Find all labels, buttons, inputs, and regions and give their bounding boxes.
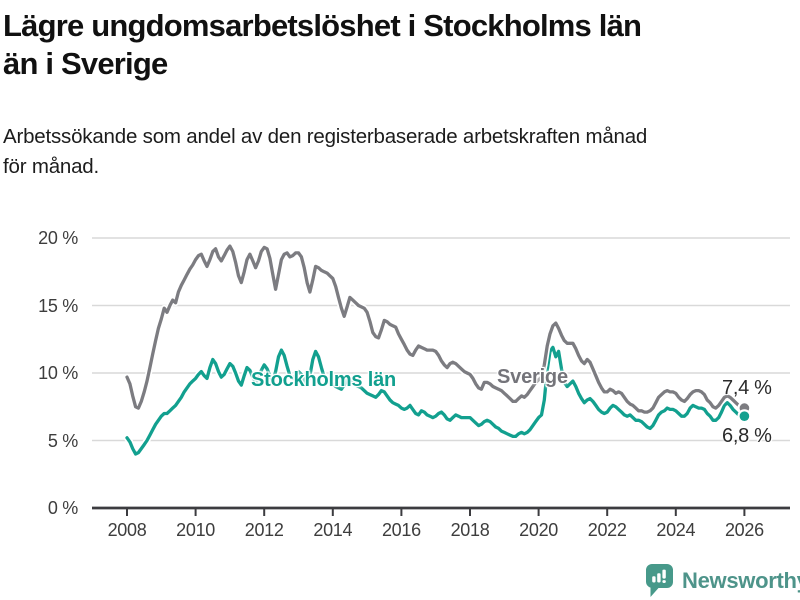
series-label-stockholms-lan: Stockholms län: [251, 369, 397, 391]
y-axis-tick-label: 0 %: [47, 498, 78, 518]
series-line-halo: [123, 344, 748, 458]
x-axis-tick-label: 2012: [244, 520, 284, 540]
y-axis-tick-label: 5 %: [47, 430, 78, 451]
subtitle-line-1: Arbetssökande som andel av den registerb…: [3, 125, 648, 148]
x-axis-tick-label: 2018: [450, 520, 490, 540]
end-value-label-stockholms-lan: 6,8 %: [722, 425, 772, 447]
end-dot-stockholms-lan: [739, 411, 750, 422]
series-line-sverige: [125, 244, 747, 414]
newsworthy-logo: Newsworthy: [646, 564, 800, 598]
x-axis-tick-label: 2020: [519, 520, 559, 540]
x-axis-tick-label: 2010: [176, 520, 216, 540]
title-line-1: Lägre ungdomsarbetslöshet i Stockholms l…: [3, 8, 642, 43]
x-axis-tick-label: 2014: [313, 520, 353, 540]
logo-text: Newsworthy: [682, 568, 800, 593]
y-axis-tick-label: 15 %: [38, 295, 78, 316]
x-axis-tick-label: 2024: [656, 520, 696, 540]
x-axis-tick-label: 2016: [381, 520, 421, 540]
series-line-halo: [123, 242, 748, 416]
chart-subtitle: Arbetssökande som andel av den registerb…: [3, 122, 783, 182]
series-label-sverige: Sverige: [497, 366, 568, 388]
x-axis-tick-label: 2022: [587, 520, 627, 540]
series-line-stockholms-lan: [125, 345, 747, 456]
y-axis-tick-label: 20 %: [38, 228, 78, 248]
bar-chart-speech-bubble-icon: [646, 564, 673, 597]
page-title: Lägre ungdomsarbetslöshet i Stockholms l…: [3, 7, 783, 83]
y-axis-tick-label: 10 %: [38, 363, 78, 383]
title-line-2: än i Sverige: [3, 46, 168, 81]
end-value-label-sverige: 7,4 %: [722, 377, 772, 399]
x-axis-tick-label: 2008: [107, 520, 147, 540]
x-axis-tick-label: 2026: [724, 520, 764, 540]
subtitle-line-2: för månad.: [3, 155, 99, 178]
